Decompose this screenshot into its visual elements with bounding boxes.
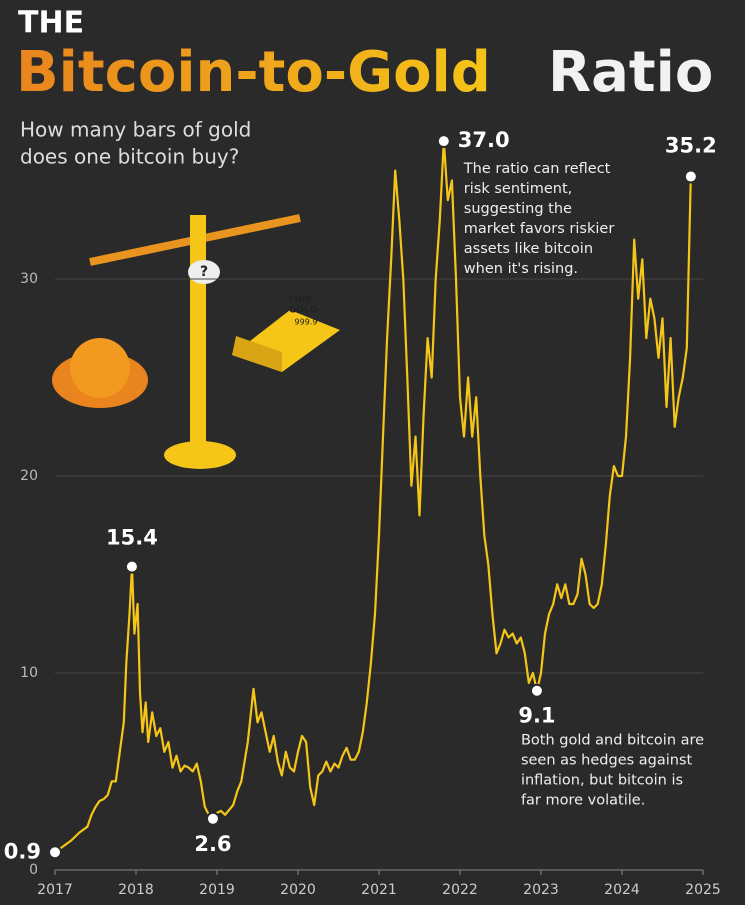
annotation-note: The ratio can reflect — [463, 161, 611, 177]
annotation-label: 2.6 — [194, 832, 231, 856]
illustration-text: 999.9 — [295, 318, 318, 327]
annotation-note: risk sentiment, — [464, 181, 572, 197]
annotation-note: Both gold and bitcoin are — [521, 733, 704, 749]
annotation-dot — [436, 134, 451, 149]
annotation-dot — [48, 845, 62, 860]
y-tick-label: 10 — [20, 665, 38, 681]
annotation-label: 35.2 — [665, 134, 717, 158]
chart-title: Bitcoin-to-Gold — [16, 40, 491, 105]
annotation-note: assets like bitcoin — [464, 241, 593, 257]
y-tick-label: 20 — [20, 468, 38, 484]
annotation-note: market favors riskier — [464, 221, 615, 237]
scale-stand — [190, 215, 206, 455]
annotation-note: seen as hedges against — [521, 753, 693, 769]
subtitle: does one bitcoin buy? — [20, 145, 239, 169]
gold-bar-side — [232, 336, 282, 372]
x-tick-label: 2017 — [37, 882, 73, 898]
annotation-note: inflation, but bitcoin is — [521, 773, 683, 789]
y-tick-label: 30 — [20, 271, 38, 287]
x-tick-label: 2024 — [604, 882, 640, 898]
series-line — [54, 140, 692, 854]
x-tick-label: 2020 — [280, 882, 316, 898]
annotation-note: when it's rising. — [464, 261, 578, 277]
x-tick-label: 2025 — [685, 882, 721, 898]
x-tick-label: 2021 — [361, 882, 397, 898]
scale-base — [164, 441, 236, 469]
illustration-text: ? — [200, 264, 208, 280]
title-end: Ratio — [548, 40, 713, 105]
x-tick-label: 2019 — [199, 882, 235, 898]
annotation-note: suggesting the — [464, 201, 572, 217]
annotation-label: 37.0 — [458, 128, 510, 152]
annotation-dot — [124, 559, 139, 574]
title-prefix: THE — [18, 6, 84, 41]
x-tick-label: 2022 — [442, 882, 478, 898]
annotation-note: far more volatile. — [521, 793, 645, 809]
illustration: ? FINE GOLD 999.9 — [52, 214, 340, 469]
illustration-text: FINE — [288, 296, 311, 306]
subtitle: How many bars of gold — [20, 118, 251, 142]
annotation-label: 15.4 — [106, 526, 158, 550]
y-tick-label: 0 — [29, 862, 38, 878]
x-tick-label: 2023 — [523, 882, 559, 898]
annotation-label: 9.1 — [518, 704, 555, 728]
annotation-dot — [683, 169, 698, 184]
illustration-text: GOLD — [289, 306, 317, 316]
coin-face — [70, 338, 130, 398]
annotation-label: 0.9 — [4, 839, 41, 863]
annotation-dot — [529, 683, 544, 698]
thought-bubble — [188, 260, 220, 284]
x-tick-label: 2018 — [118, 882, 154, 898]
annotation-dot — [205, 811, 220, 826]
